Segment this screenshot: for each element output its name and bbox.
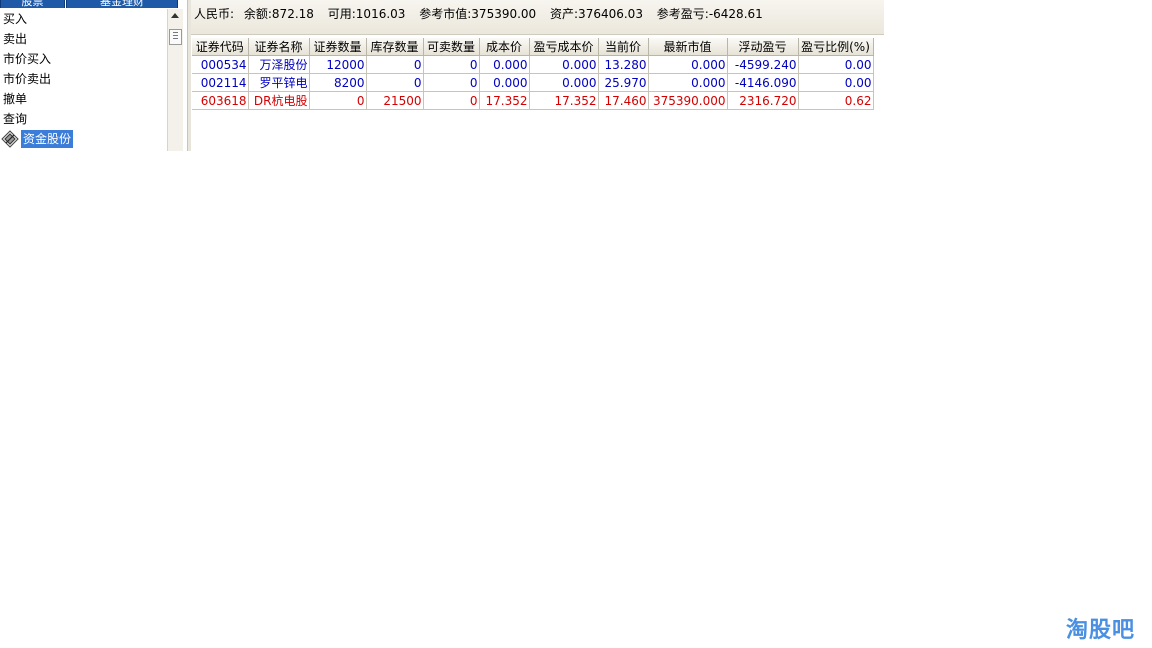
cell-name: 罗平锌电: [248, 73, 310, 92]
cell-cost-price: 17.352: [479, 91, 530, 110]
left-tree-panel: 股票 基金理财 买入 卖出 市价买入 市价卖出 撤单 查询 资金股份: [0, 0, 188, 151]
scroll-thumb[interactable]: [169, 29, 182, 45]
cell-sellable: 0: [423, 91, 480, 110]
cell-breakeven-price: 0.000: [529, 73, 599, 92]
tree-item-cancel-order[interactable]: 撤单: [3, 92, 28, 106]
col-header-cost-price[interactable]: 成本价: [479, 38, 530, 56]
col-header-breakeven-price[interactable]: 盈亏成本价: [529, 38, 599, 56]
col-header-current-price[interactable]: 当前价: [598, 38, 649, 56]
account-summary: 人民币: 余额:872.18 可用:1016.03 参考市值:375390.00…: [191, 0, 884, 35]
cell-breakeven-price: 17.352: [529, 91, 599, 110]
col-header-pl-ratio[interactable]: 盈亏比例(%): [798, 38, 874, 56]
cell-sellable: 0: [423, 55, 480, 74]
cell-current-price: 13.280: [598, 55, 649, 74]
tree-item-buy[interactable]: 买入: [3, 12, 28, 26]
tree-item-query[interactable]: 查询: [3, 112, 28, 126]
cell-inventory: 0: [366, 73, 424, 92]
left-tab-bar: 股票 基金理财: [0, 0, 178, 8]
cell-pl-ratio: 0.62: [798, 91, 874, 110]
balance-value: 余额:872.18: [243, 7, 314, 21]
profit-loss-value: 参考盈亏:-6428.61: [656, 7, 763, 21]
cell-cost-price: 0.000: [479, 55, 530, 74]
cell-code: 603618: [192, 91, 249, 110]
cell-inventory: 21500: [366, 91, 424, 110]
cell-cost-price: 0.000: [479, 73, 530, 92]
cell-market-value: 0.000: [648, 55, 728, 74]
table-row[interactable]: 000534 万泽股份 12000 0 0 0.000 0.000 13.280…: [192, 55, 874, 74]
cell-floating-pl: -4599.240: [727, 55, 799, 74]
cell-market-value: 375390.000: [648, 91, 728, 110]
scroll-up-arrow-icon[interactable]: [171, 13, 179, 18]
cell-quantity: 0: [309, 91, 367, 110]
cell-quantity: 12000: [309, 55, 367, 74]
tree-item-funds-holdings-label: 资金股份: [21, 130, 74, 148]
col-header-code[interactable]: 证券代码: [192, 38, 249, 56]
cell-breakeven-price: 0.000: [529, 55, 599, 74]
col-header-quantity[interactable]: 证券数量: [309, 38, 367, 56]
table-row[interactable]: 002114 罗平锌电 8200 0 0 0.000 0.000 25.970 …: [192, 73, 874, 92]
cell-inventory: 0: [366, 55, 424, 74]
tab-stocks[interactable]: 股票: [0, 0, 65, 8]
function-tree: 买入 卖出 市价买入 市价卖出 撤单 查询 资金股份: [0, 9, 166, 149]
col-header-floating-pl[interactable]: 浮动盈亏: [727, 38, 799, 56]
tree-item-sell[interactable]: 卖出: [3, 32, 28, 46]
watermark-logo: 淘股吧: [1066, 618, 1136, 643]
table-row[interactable]: 603618 DR杭电股 0 21500 0 17.352 17.352 17.…: [192, 91, 874, 110]
cell-sellable: 0: [423, 73, 480, 92]
cell-pl-ratio: 0.00: [798, 55, 874, 74]
tree-item-market-sell[interactable]: 市价卖出: [3, 72, 52, 86]
market-value: 参考市值:375390.00: [419, 7, 537, 21]
cell-market-value: 0.000: [648, 73, 728, 92]
cell-floating-pl: 2316.720: [727, 91, 799, 110]
currency-label: 人民币:: [194, 7, 235, 21]
assets-value: 资产:376406.03: [550, 7, 643, 21]
cell-code: 000534: [192, 55, 249, 74]
cell-name: DR杭电股: [248, 91, 310, 110]
tab-funds[interactable]: 基金理财: [66, 0, 178, 8]
cell-floating-pl: -4146.090: [727, 73, 799, 92]
col-header-inventory[interactable]: 库存数量: [366, 38, 424, 56]
tree-scrollbar[interactable]: [167, 9, 183, 151]
cell-quantity: 8200: [309, 73, 367, 92]
cell-code: 002114: [192, 73, 249, 92]
col-header-market-value[interactable]: 最新市值: [648, 38, 728, 56]
cell-name: 万泽股份: [248, 55, 310, 74]
cell-pl-ratio: 0.00: [798, 73, 874, 92]
col-header-name[interactable]: 证券名称: [248, 38, 310, 56]
available-value: 可用:1016.03: [327, 7, 406, 21]
col-header-sellable[interactable]: 可卖数量: [423, 38, 480, 56]
holdings-panel: 人民币: 余额:872.18 可用:1016.03 参考市值:375390.00…: [191, 0, 884, 151]
tree-item-funds-holdings[interactable]: 资金股份: [0, 129, 166, 149]
holdings-table: 证券代码 证券名称 证券数量 库存数量 可卖数量 成本价 盈亏成本价 当前价 最…: [192, 38, 874, 110]
cell-current-price: 25.970: [598, 73, 649, 92]
cell-current-price: 17.460: [598, 91, 649, 110]
funds-holdings-icon: [1, 130, 19, 148]
table-header-row: 证券代码 证券名称 证券数量 库存数量 可卖数量 成本价 盈亏成本价 当前价 最…: [192, 38, 874, 56]
tree-item-market-buy[interactable]: 市价买入: [3, 52, 52, 66]
